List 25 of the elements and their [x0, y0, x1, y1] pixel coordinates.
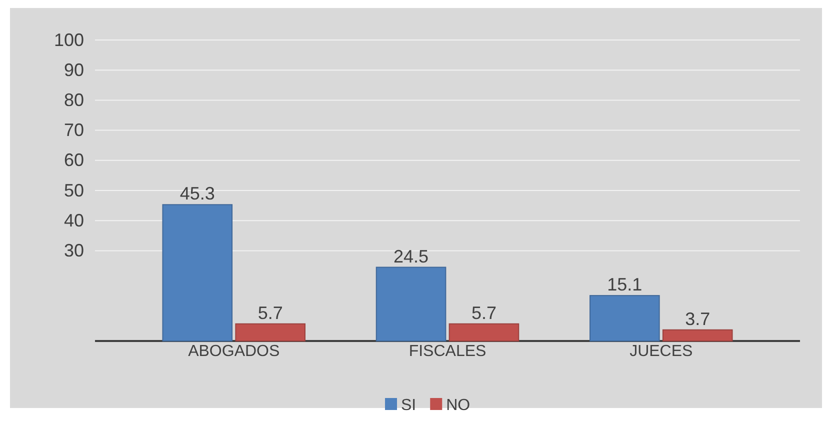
- y-tick-label: 100: [54, 30, 84, 50]
- y-tick-label: 50: [64, 180, 84, 200]
- bar: [448, 323, 520, 342]
- y-tick-label: 30: [64, 240, 84, 260]
- y-tick-label: 90: [64, 60, 84, 80]
- x-tick-label: ABOGADOS: [188, 343, 280, 360]
- data-label: 5.7: [258, 302, 283, 323]
- bar: [162, 204, 233, 342]
- y-tick-label: 80: [64, 90, 84, 110]
- data-label: 5.7: [471, 302, 496, 323]
- y-tick-label: 70: [64, 120, 84, 140]
- data-label: 15.1: [607, 274, 642, 295]
- bar: [235, 323, 306, 342]
- data-label: 45.3: [180, 184, 215, 204]
- legend-label: NO: [446, 397, 470, 414]
- y-tick-label: 60: [64, 150, 84, 170]
- data-label: 3.7: [685, 308, 710, 329]
- bar: [590, 295, 660, 342]
- legend-label: SI: [401, 397, 416, 414]
- x-tick-label: JUECES: [630, 343, 693, 360]
- x-tick-label: FISCALES: [408, 343, 486, 360]
- data-label: 24.5: [394, 246, 429, 266]
- bar: [662, 329, 733, 342]
- y-tick-label: 40: [64, 210, 84, 230]
- bar: [376, 266, 446, 342]
